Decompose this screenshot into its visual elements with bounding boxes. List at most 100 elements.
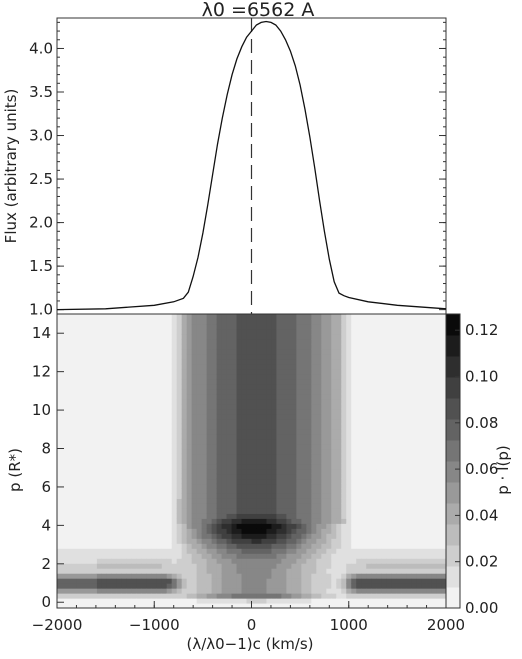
heatmap-cell: [141, 583, 148, 589]
heatmap-cell: [221, 603, 228, 608]
heatmap-cell: [186, 553, 193, 559]
heatmap-cell: [101, 593, 108, 599]
heatmap-cell: [356, 578, 362, 584]
heatmap-cell: [96, 388, 103, 395]
heatmap-cell: [356, 338, 362, 345]
heatmap-cell: [61, 543, 68, 549]
heatmap-cell: [281, 458, 288, 465]
heatmap-cell: [436, 363, 442, 370]
heatmap-cell: [91, 573, 98, 579]
heatmap-cell: [181, 483, 188, 489]
heatmap-cell: [281, 523, 288, 529]
heatmap-cell: [61, 573, 68, 579]
heatmap-cell: [346, 378, 352, 385]
heatmap-cell: [126, 518, 133, 524]
heatmap-cell: [251, 418, 258, 425]
heatmap-cell: [161, 363, 168, 370]
heatmap-cell: [386, 578, 392, 584]
heatmap-cell: [326, 358, 332, 365]
heatmap-cell: [361, 363, 367, 370]
heatmap-cell: [211, 318, 218, 325]
heatmap-cell: [346, 383, 352, 390]
heatmap-cell: [436, 383, 442, 390]
heatmap-cell: [171, 493, 178, 499]
heatmap-cell: [296, 548, 302, 554]
heatmap-cell: [296, 363, 302, 370]
heatmap-cell: [136, 468, 143, 475]
heatmap-cell: [216, 438, 223, 445]
heatmap-cell: [111, 493, 118, 499]
heatmap-cell: [101, 498, 108, 504]
heatmap-cell: [316, 603, 322, 608]
heatmap-cell: [57, 383, 63, 390]
heatmap-cell: [306, 398, 312, 405]
heatmap-cell: [286, 563, 292, 569]
heatmap-cell: [96, 338, 103, 345]
heatmap-cell: [416, 498, 422, 504]
heatmap-cell: [361, 488, 367, 494]
heatmap-cell: [156, 593, 163, 599]
heatmap-cell: [411, 353, 417, 360]
heatmap-cell: [431, 513, 437, 519]
heatmap-cell: [91, 328, 98, 335]
heatmap-cell: [271, 508, 278, 514]
heatmap-cell: [216, 358, 223, 365]
heatmap-cell: [381, 488, 387, 494]
heatmap-cell: [396, 533, 402, 539]
heatmap-cell: [326, 488, 332, 494]
heatmap-cell: [126, 468, 133, 475]
heatmap-cell: [331, 523, 337, 529]
heatmap-cell: [61, 358, 68, 365]
heatmap-cell: [431, 393, 437, 400]
heatmap-cell: [246, 314, 253, 320]
heatmap-cell: [311, 483, 317, 489]
heatmap-cell: [411, 468, 417, 475]
heatmap-cell: [166, 473, 173, 480]
heatmap-cell: [126, 314, 133, 320]
heatmap-cell: [256, 348, 263, 355]
heatmap-cell: [381, 353, 387, 360]
heatmap-cell: [301, 483, 307, 489]
heatmap-cell: [351, 543, 357, 549]
heatmap-cell: [431, 483, 437, 489]
colorbar-band: [446, 377, 460, 399]
heatmap-cell: [351, 598, 357, 604]
heatmap-cell: [356, 498, 362, 504]
heatmap-cell: [396, 333, 402, 340]
heatmap-cell: [116, 423, 123, 430]
heatmap-cell: [156, 428, 163, 435]
heatmap-cell: [266, 583, 273, 589]
heatmap-cell: [146, 433, 153, 440]
heatmap-cell: [291, 528, 297, 534]
heatmap-cell: [246, 568, 253, 574]
heatmap-cell: [261, 588, 268, 594]
heatmap-cell: [346, 418, 352, 425]
heatmap-cell: [331, 318, 337, 325]
heatmap-cell: [81, 488, 88, 494]
heatmap-cell: [411, 598, 417, 604]
heatmap-cell: [96, 413, 103, 420]
heatmap-cell: [96, 493, 103, 499]
heatmap-cell: [71, 373, 78, 380]
heatmap-cell: [241, 343, 248, 350]
heatmap-cell: [57, 493, 63, 499]
heatmap-cell: [191, 443, 198, 450]
heatmap-cell: [86, 523, 93, 529]
heatmap-cell: [371, 408, 377, 415]
heatmap-cell: [131, 528, 138, 534]
heatmap-cell: [121, 353, 128, 360]
heatmap-cell: [286, 523, 292, 529]
heatmap-cell: [181, 508, 188, 514]
heatmap-cell: [71, 318, 78, 325]
heatmap-cell: [251, 563, 258, 569]
heatmap-cell: [401, 338, 407, 345]
heatmap-cell: [136, 323, 143, 330]
heatmap-cell: [391, 423, 397, 430]
heatmap-cell: [361, 513, 367, 519]
heatmap-cell: [301, 333, 307, 340]
heatmap-cell: [181, 528, 188, 534]
heatmap-cell: [176, 568, 183, 574]
heatmap-cell: [411, 523, 417, 529]
heatmap-cell: [346, 488, 352, 494]
heatmap-cell: [161, 368, 168, 375]
